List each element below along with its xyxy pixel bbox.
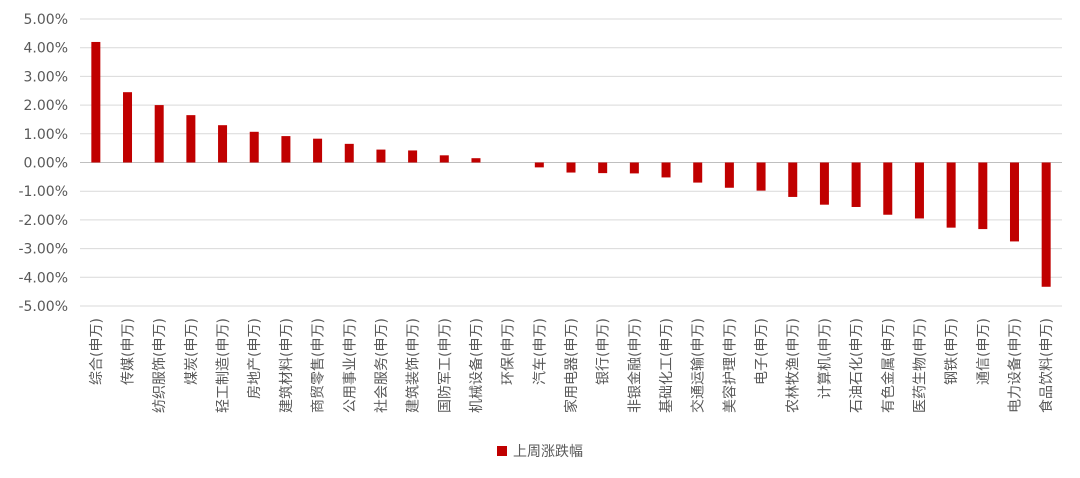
bar bbox=[724, 162, 734, 188]
x-category-label: 非银金融(申万) bbox=[627, 318, 643, 413]
bar bbox=[883, 162, 893, 215]
x-category-label: 公用事业(申万) bbox=[342, 318, 358, 413]
x-category-label: 建筑材料(申万) bbox=[279, 318, 295, 413]
bar bbox=[819, 162, 829, 205]
y-tick-label: -4.00% bbox=[18, 270, 68, 286]
bar bbox=[376, 149, 386, 163]
bar bbox=[249, 131, 259, 163]
legend: 上周涨跌幅 bbox=[497, 444, 583, 460]
legend-swatch bbox=[497, 446, 507, 456]
x-category-label: 煤炭(申万) bbox=[184, 318, 200, 385]
x-category-label: 综合(申万) bbox=[89, 318, 105, 385]
bar bbox=[566, 162, 576, 173]
bar bbox=[313, 138, 323, 163]
bar bbox=[788, 162, 798, 197]
x-category-label: 交通运输(申万) bbox=[690, 318, 707, 413]
x-category-label: 农林牧渔(申万) bbox=[786, 318, 802, 413]
x-category-label: 轻工制造(申万) bbox=[216, 318, 232, 413]
y-tick-label: 2.00% bbox=[24, 98, 68, 114]
bar bbox=[1041, 162, 1051, 287]
y-tick-label: 1.00% bbox=[24, 127, 68, 143]
x-category-label: 电子(申万) bbox=[754, 318, 770, 385]
x-category-label: 基础化工(申万) bbox=[658, 318, 675, 413]
x-category-label: 机械设备(申万) bbox=[468, 318, 485, 413]
x-category-label: 建筑装饰(申万) bbox=[406, 318, 422, 413]
x-category-label: 电力设备(申万) bbox=[1006, 318, 1023, 413]
y-tick-label: 0.00% bbox=[24, 156, 68, 172]
bar bbox=[344, 143, 354, 163]
x-category-label: 钢铁(申万) bbox=[944, 318, 960, 385]
x-category-label: 汽车(申万) bbox=[531, 318, 548, 385]
y-tick-label: 3.00% bbox=[24, 69, 68, 85]
bar bbox=[154, 105, 164, 163]
bar bbox=[123, 92, 133, 163]
x-category-label: 银行(申万) bbox=[596, 318, 612, 385]
x-category-label: 食品饮料(申万) bbox=[1038, 318, 1055, 413]
y-tick-label: 5.00% bbox=[24, 12, 68, 28]
bar bbox=[439, 155, 449, 163]
bar bbox=[756, 162, 766, 191]
bar bbox=[91, 41, 101, 163]
x-category-label: 美容护理(申万) bbox=[721, 318, 738, 413]
x-category-label: 纺织服饰(申万) bbox=[152, 318, 168, 413]
bar bbox=[629, 162, 639, 174]
x-category-label: 环保(申万) bbox=[501, 318, 517, 385]
x-category-label: 医药生物(申万) bbox=[912, 318, 928, 413]
x-axis-labels: 综合(申万) 传媒(申万) 纺织服饰(申万) 煤炭(申万) 轻工制造(申万) 房地产(申万… bbox=[89, 318, 1055, 413]
x-category-label: 计算机(申万) bbox=[817, 318, 833, 399]
x-category-label: 社会服务(申万) bbox=[374, 318, 390, 413]
x-category-label: 国防军工(申万) bbox=[437, 318, 453, 413]
y-tick-label: -5.00% bbox=[18, 299, 68, 315]
x-category-label: 传媒(申万) bbox=[121, 318, 137, 385]
bar bbox=[1009, 162, 1019, 242]
x-category-label: 石油石化(申万) bbox=[849, 318, 865, 413]
bar bbox=[218, 125, 228, 163]
bar bbox=[851, 162, 861, 207]
y-tick-label: 4.00% bbox=[24, 41, 68, 57]
x-category-label: 商贸零售(申万) bbox=[311, 318, 327, 413]
bar bbox=[598, 162, 608, 174]
bar bbox=[471, 158, 481, 163]
bar bbox=[281, 136, 291, 163]
bars bbox=[91, 41, 1051, 287]
y-axis-ticks: 5.00% 4.00% 3.00% 2.00% 1.00% 0.00% -1.00% -2.0… bbox=[18, 12, 68, 315]
bar bbox=[978, 162, 988, 230]
x-category-label: 家用电器(申万) bbox=[563, 318, 580, 413]
bar bbox=[946, 162, 956, 228]
bar bbox=[661, 162, 671, 178]
y-tick-label: -1.00% bbox=[18, 184, 68, 200]
legend-label: 上周涨跌幅 bbox=[513, 444, 583, 460]
bar bbox=[914, 162, 924, 219]
x-category-label: 通信(申万) bbox=[976, 318, 992, 385]
bar bbox=[693, 162, 703, 183]
x-category-label: 房地产(申万) bbox=[247, 318, 263, 399]
y-tick-label: -2.00% bbox=[18, 213, 68, 229]
bar bbox=[534, 162, 544, 168]
bar bbox=[186, 115, 196, 163]
x-category-label: 有色金属(申万) bbox=[880, 318, 897, 413]
bar bbox=[408, 150, 418, 163]
y-tick-label: -3.00% bbox=[18, 242, 68, 258]
